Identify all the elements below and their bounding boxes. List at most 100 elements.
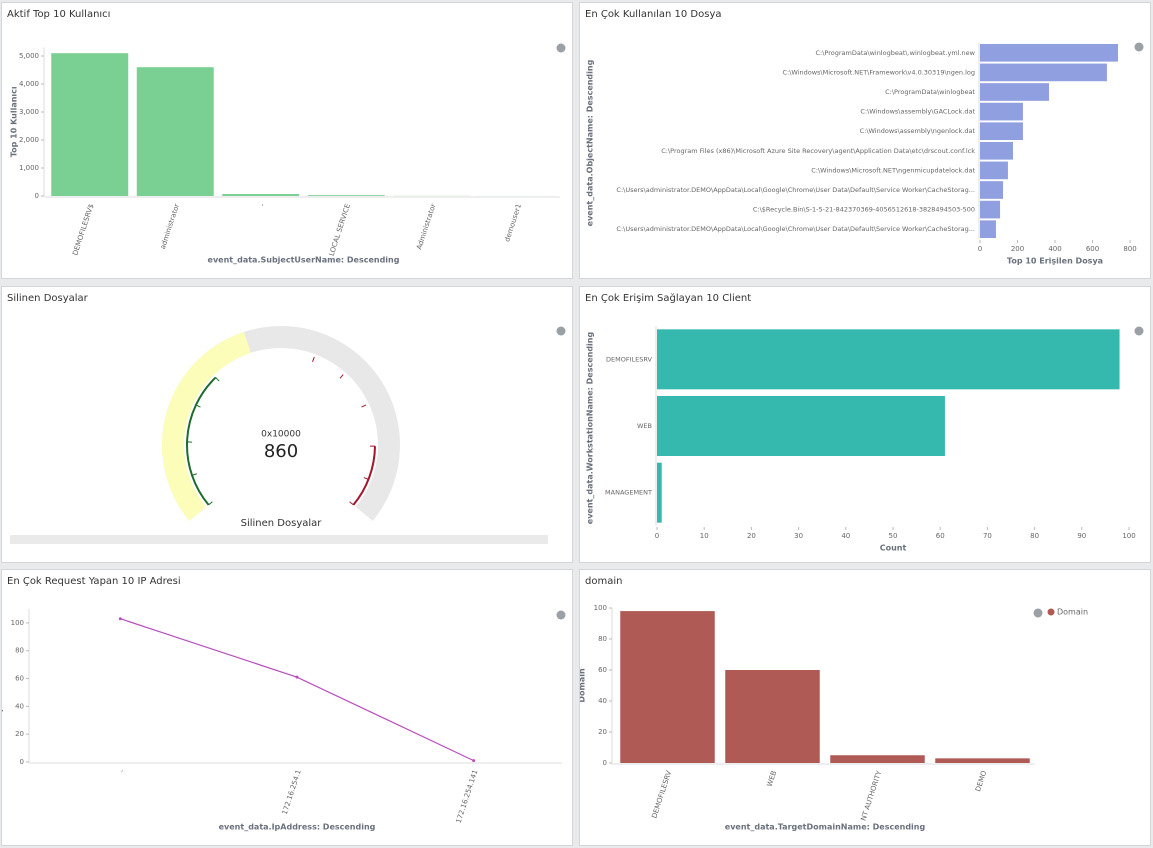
panel: En Çok Erişim Sağlayan 10 Client 0 10 20 30 4… [579,286,1151,563]
y-tick-label: 0 [35,192,39,200]
y-tick-label: 40 [598,697,607,705]
y-tick-label: C:\Windows\assembly\GACLock.dat [860,108,975,116]
bar [307,195,385,196]
y-tick-label: 5,000 [19,52,39,60]
y-tick-label: 40 [15,702,24,710]
panel: En Çok Request Yapan 10 IP Adresi 0 20 40 60… [1,569,573,846]
x-tick-label: 0 [978,245,982,253]
bar [980,63,1107,82]
x-tick-label: 172.16.254.1 [281,769,303,816]
x-axis-label: event_data.TargetDomainName: Descending [725,823,926,832]
x-tick-label: demouser1 [503,203,523,243]
y-tick-label: C:\ProgramData\winlogbeat\.winlogbeat.ym… [816,49,976,57]
scrollbar [10,535,548,544]
x-tick-label: 40 [841,532,850,540]
collapse-icon [1134,326,1144,336]
bar [980,102,1023,121]
gauge-tick [312,356,315,362]
gauge-tick [349,501,354,506]
bar [136,67,214,196]
x-tick-label: 10 [700,532,709,540]
bar [980,220,996,239]
x-axis-label: Top 10 Erişilen Dosya [1007,257,1103,266]
x-axis-label: event_data.SubjectUserName: Descending [208,256,400,265]
gauge-label: Silinen Dosyalar [241,518,323,529]
y-tick-label: 1,000 [19,164,39,172]
y-axis-label: Top 10 IP Adresi [2,649,4,722]
collapse-icon [556,610,566,620]
y-axis-label: event_data.WorkstationName: Descending [586,332,595,525]
collapse-icon [556,326,566,336]
y-tick-label: 0 [603,759,607,767]
bar [980,122,1023,141]
bar [657,462,662,523]
bar [51,53,129,197]
y-tick-label: MANAGEMENT [605,489,652,497]
y-tick-label: C:\ProgramData\winlogbeat [885,88,975,96]
gauge-scale-red [352,446,376,506]
bar [980,43,1118,62]
gauge-tick [208,501,213,506]
bar [830,755,925,763]
x-tick-label: 200 [1011,245,1024,253]
collapse-icon [1134,42,1144,52]
gauge-tick [361,404,367,408]
y-tick-label: C:\Users\administrator.DEMO\AppData\Loca… [616,186,975,194]
x-tick-label: 30 [794,532,803,540]
bar [657,396,945,456]
bar [980,83,1049,101]
panel-title: En Çok Request Yapan 10 IP Adresi [7,576,181,587]
x-tick-label: 60 [936,532,945,540]
x-axis-label: event_data.IpAddress: Descending [219,823,376,832]
y-axis-label: Domain [580,668,587,703]
y-tick-label: C:\Windows\Microsoft.NET\ngenmicupdatelo… [811,166,975,174]
y-tick-label: C:\Users\administrator.DEMO\AppData\Loca… [616,225,975,233]
collapse-icon [556,43,566,53]
panel-title: En Çok Erişim Sağlayan 10 Client [585,292,751,304]
chart: En Çok Erişim Sağlayan 10 Client 0 10 20 30 4… [585,292,1144,553]
x-tick-label: DEMOFILESRV$ [71,203,95,257]
panel: domain 0 20 40 60 80 100 Domain event_data.Targe… [579,569,1151,846]
x-tick-label: DEMO [974,769,988,792]
panel: En Çok Kullanılan 10 Dosya 0 200 400 600 800 C… [579,2,1151,279]
y-tick-label: 20 [598,728,607,736]
gauge-subtitle: 0x10000 [261,430,301,440]
x-tick-label: - [118,768,127,773]
x-tick-label: administrator [159,203,181,251]
bar [657,329,1120,390]
x-tick-label: Administrator [415,203,437,251]
y-tick-label: 0 [20,758,24,766]
y-tick-label: 80 [15,647,24,655]
line [120,618,474,762]
gauge-tick [339,374,344,379]
x-tick-label: 70 [983,532,992,540]
x-tick-label: 600 [1086,245,1099,253]
y-tick-label: DEMOFILESRV [606,355,653,363]
bar [620,611,715,763]
chart: En Çok Kullanılan 10 Dosya 0 200 400 600 800 C… [585,9,1144,266]
gauge-tick [215,377,220,382]
legend-swatch [1047,608,1055,616]
bar [980,200,1001,219]
gauge-tick [363,477,369,480]
gauge-value: 860 [264,441,298,462]
y-tick-label: 60 [598,666,607,674]
y-tick-label: 100 [11,619,24,627]
x-axis-label: Count [880,544,907,553]
x-tick-label: 100 [1122,532,1135,540]
bar [980,161,1008,180]
panel-title: Silinen Dosyalar [7,293,89,304]
x-tick-label: 50 [889,532,898,540]
panel-title: En Çok Kullanılan 10 Dosya [585,9,722,20]
panel-title: domain [585,576,622,587]
x-tick-label: NT AUTHORITY [860,769,884,822]
x-tick-label: DEMOFILESRV [650,770,673,820]
panel: Aktif Top 10 Kullanıcı 0 1,000 2,000 3,000 4,… [1,2,573,279]
y-tick-label: 3,000 [19,108,39,116]
gauge-tick [195,404,201,408]
y-tick-label: WEB [637,422,652,430]
x-tick-label: 90 [1077,532,1086,540]
gauge-fill [162,331,252,521]
bar [935,758,1030,763]
